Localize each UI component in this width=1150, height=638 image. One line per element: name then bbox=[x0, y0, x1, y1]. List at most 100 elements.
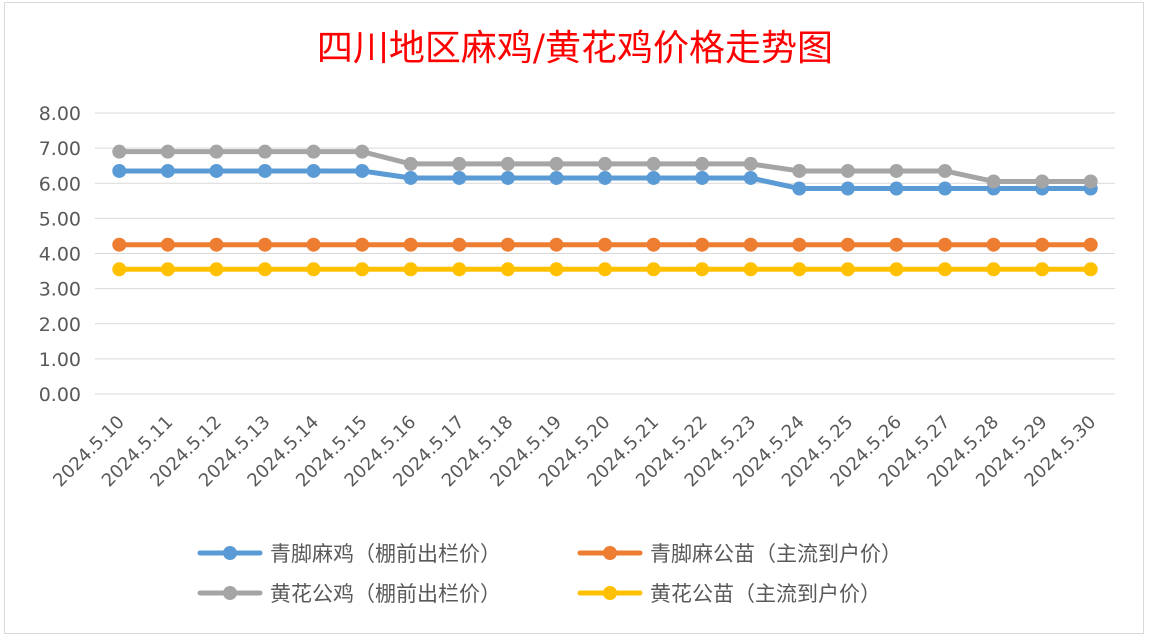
data-point bbox=[112, 163, 127, 178]
legend-label: 黄花公苗（主流到户价） bbox=[650, 582, 881, 606]
chart-title: 四川地区麻鸡/黄花鸡价格走势图 bbox=[317, 28, 833, 69]
data-point bbox=[1083, 237, 1098, 252]
data-point bbox=[889, 262, 904, 277]
data-point bbox=[549, 170, 564, 185]
legend-swatch-marker bbox=[223, 586, 237, 600]
data-point bbox=[209, 237, 224, 252]
data-point bbox=[112, 262, 127, 277]
data-point bbox=[840, 262, 855, 277]
y-tick-label: 4.00 bbox=[39, 244, 81, 266]
data-point bbox=[986, 237, 1001, 252]
data-point bbox=[743, 262, 758, 277]
legend-swatch-marker bbox=[223, 546, 237, 560]
data-point bbox=[792, 181, 807, 196]
data-point bbox=[598, 156, 612, 171]
data-point bbox=[1035, 174, 1050, 189]
data-point bbox=[743, 156, 758, 171]
legend-item: 青脚麻鸡（棚前出栏价） bbox=[197, 542, 501, 566]
data-point bbox=[160, 237, 175, 252]
data-point bbox=[598, 170, 612, 185]
data-point bbox=[258, 163, 272, 178]
data-point bbox=[306, 163, 321, 178]
data-point bbox=[355, 237, 370, 252]
data-point bbox=[986, 262, 1001, 277]
data-point bbox=[452, 262, 467, 277]
data-point bbox=[500, 237, 515, 252]
legend-item: 青脚麻公苗（主流到户价） bbox=[577, 542, 902, 566]
data-point bbox=[889, 237, 904, 252]
data-point bbox=[209, 163, 224, 178]
legend-item: 黄花公苗（主流到户价） bbox=[577, 582, 881, 606]
data-point bbox=[743, 170, 758, 185]
data-point bbox=[452, 237, 467, 252]
data-point bbox=[160, 163, 175, 178]
series-4 bbox=[112, 262, 1098, 277]
legend-item: 黄花公鸡（棚前出栏价） bbox=[197, 582, 501, 606]
data-point bbox=[986, 174, 1001, 189]
data-point bbox=[500, 170, 515, 185]
data-point bbox=[938, 181, 952, 196]
data-point bbox=[209, 262, 224, 277]
data-point bbox=[549, 262, 564, 277]
x-axis-ticks: 2024.5.102024.5.112024.5.122024.5.132024… bbox=[49, 412, 1100, 492]
series-1 bbox=[112, 163, 1098, 196]
data-point bbox=[1035, 262, 1050, 277]
y-tick-label: 1.00 bbox=[39, 349, 81, 371]
data-point bbox=[1035, 237, 1050, 252]
legend-label: 黄花公鸡（棚前出栏价） bbox=[270, 582, 501, 606]
gridlines bbox=[95, 112, 1115, 395]
data-point bbox=[306, 144, 321, 159]
data-point bbox=[1083, 262, 1098, 277]
data-point bbox=[209, 144, 224, 159]
data-point bbox=[743, 237, 758, 252]
data-point bbox=[112, 237, 127, 252]
legend-swatch-marker bbox=[603, 546, 617, 560]
data-point bbox=[160, 144, 175, 159]
data-point bbox=[403, 262, 418, 277]
data-point bbox=[792, 262, 807, 277]
data-point bbox=[500, 262, 515, 277]
data-point bbox=[258, 237, 272, 252]
legend-label: 青脚麻公苗（主流到户价） bbox=[650, 542, 902, 566]
data-point bbox=[646, 170, 661, 185]
data-point bbox=[258, 144, 272, 159]
data-point bbox=[889, 181, 904, 196]
data-point bbox=[792, 163, 807, 178]
data-point bbox=[403, 156, 418, 171]
data-point bbox=[840, 163, 855, 178]
y-tick-label: 7.00 bbox=[39, 138, 81, 160]
data-point bbox=[306, 262, 321, 277]
y-axis-ticks: 0.00 1.00 2.00 3.00 4.00 5.00 6.00 7.00 8.00 bbox=[39, 103, 81, 406]
data-point bbox=[646, 262, 661, 277]
data-point bbox=[695, 237, 710, 252]
legend-label: 青脚麻鸡（棚前出栏价） bbox=[270, 542, 501, 566]
data-point bbox=[938, 237, 952, 252]
y-tick-label: 5.00 bbox=[39, 208, 81, 230]
data-point bbox=[695, 262, 710, 277]
data-point bbox=[889, 163, 904, 178]
data-point bbox=[792, 237, 807, 252]
data-point bbox=[938, 262, 952, 277]
data-point bbox=[1083, 174, 1098, 189]
data-point bbox=[403, 170, 418, 185]
data-point bbox=[355, 163, 370, 178]
data-point bbox=[840, 237, 855, 252]
data-point bbox=[355, 262, 370, 277]
series-lines bbox=[112, 144, 1098, 277]
series-3 bbox=[112, 144, 1098, 189]
data-point bbox=[549, 156, 564, 171]
data-point bbox=[549, 237, 564, 252]
data-point bbox=[598, 262, 612, 277]
data-point bbox=[160, 262, 175, 277]
data-point bbox=[646, 237, 661, 252]
series-2 bbox=[112, 237, 1098, 252]
y-tick-label: 0.00 bbox=[39, 384, 81, 406]
data-point bbox=[452, 156, 467, 171]
line-chart: 四川地区麻鸡/黄花鸡价格走势图 0.00 1.00 2.00 3.00 4.00 5.00… bbox=[39, 28, 1115, 606]
data-point bbox=[646, 156, 661, 171]
data-point bbox=[695, 170, 710, 185]
data-point bbox=[403, 237, 418, 252]
data-point bbox=[112, 144, 127, 159]
data-point bbox=[695, 156, 710, 171]
y-tick-label: 2.00 bbox=[39, 314, 81, 336]
